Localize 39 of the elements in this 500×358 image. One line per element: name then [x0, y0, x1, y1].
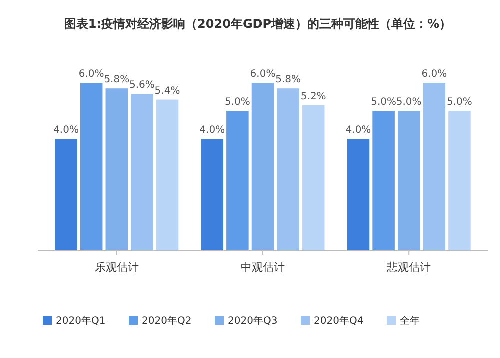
legend-label: 2020年Q4 — [314, 315, 364, 327]
data-label: 5.0% — [371, 97, 396, 108]
data-label: 4.0% — [54, 125, 79, 136]
data-label: 4.0% — [346, 125, 372, 136]
legend-label: 2020年Q2 — [142, 315, 192, 327]
bar — [226, 111, 249, 251]
data-label: 5.2% — [300, 91, 326, 102]
data-label: 6.0% — [422, 69, 448, 80]
data-label: 5.4% — [154, 86, 180, 97]
data-label: 4.0% — [200, 125, 226, 136]
bar — [302, 105, 325, 251]
bar — [347, 139, 370, 251]
bar — [252, 83, 274, 251]
data-label: 6.0% — [78, 69, 104, 80]
data-label: 5.8% — [104, 74, 130, 86]
x-tick-label: 悲观估计 — [386, 261, 432, 274]
chart-title: 图表1:疫情对经济影响（2020年GDP增速）的三种可能性（单位：%） — [64, 17, 452, 31]
data-label: 5.0% — [447, 97, 472, 108]
bar — [55, 139, 78, 251]
legend-label: 2020年Q1 — [56, 315, 106, 327]
bar — [423, 83, 446, 251]
bar — [372, 111, 395, 251]
bar — [156, 100, 179, 251]
bar — [448, 111, 471, 251]
data-label: 5.0% — [224, 97, 250, 108]
bar — [80, 83, 103, 251]
x-tick-label: 中观估计 — [241, 261, 285, 274]
legend-label: 2020年Q3 — [228, 315, 278, 327]
bar — [277, 88, 300, 251]
bar — [201, 139, 224, 251]
data-label: 6.0% — [250, 69, 276, 80]
bar — [398, 111, 420, 251]
data-label: 5.0% — [396, 97, 422, 108]
legend-label: 全年 — [400, 315, 420, 327]
x-tick-label: 乐观估计 — [94, 261, 139, 274]
data-label: 5.8% — [276, 74, 302, 86]
bar — [106, 88, 128, 251]
data-label: 5.6% — [130, 80, 155, 92]
bar — [131, 94, 154, 251]
